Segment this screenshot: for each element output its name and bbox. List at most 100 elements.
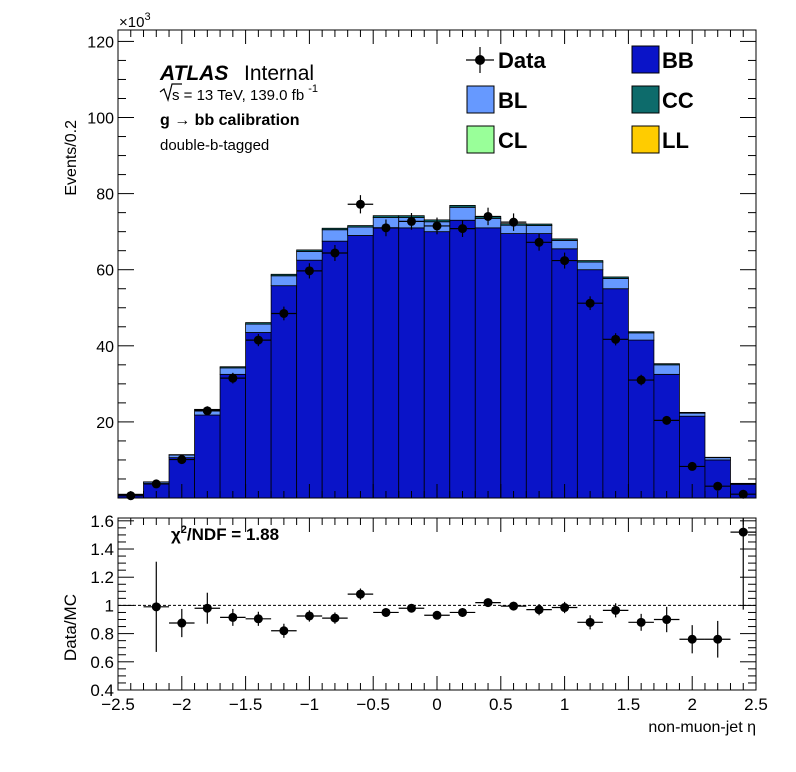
- bar-bl-13: [449, 206, 476, 221]
- x-tick-label: 0.5: [489, 695, 513, 714]
- legend-item-bb: BB: [631, 45, 694, 74]
- atlas-label: ATLAS: [159, 62, 228, 85]
- legend-label-ll: LL: [662, 128, 689, 153]
- bar-bb-20: [628, 339, 655, 499]
- bar-bl-8: [321, 229, 349, 242]
- bar-bb-16: [525, 233, 553, 499]
- ratio-point: [245, 611, 272, 626]
- ratio-point: [373, 607, 399, 617]
- data-point: [220, 372, 246, 384]
- ratio-point: [194, 592, 221, 624]
- bar-bb-14: [474, 227, 502, 499]
- ratio-point: [602, 603, 629, 618]
- bar-bl-7: [296, 251, 323, 261]
- legend-label-cl: CL: [498, 128, 527, 153]
- bar-cc-19: [602, 276, 629, 279]
- y-tick-label: 60: [96, 263, 114, 280]
- bar-cc-4: [219, 366, 247, 369]
- ratio-point: [628, 613, 654, 631]
- ratio-point: [653, 606, 680, 633]
- ratio-axes: 0.4 0.6 0.8 1 1.2 1.4 1.6: [90, 512, 757, 700]
- bar-bb-21: [653, 373, 680, 499]
- ratio-point: [220, 608, 246, 626]
- bar-cc-7: [296, 249, 323, 252]
- internal-label: Internal: [244, 62, 314, 85]
- chi2-label: χ2/NDF = 1.88: [171, 524, 279, 544]
- ratio-y-tick-label: 0.6: [90, 653, 114, 672]
- ratio-y-tick-label: 1.2: [90, 568, 114, 587]
- bar-cc-9: [347, 225, 374, 228]
- bar-bb-3: [194, 414, 221, 499]
- bar-bb-13: [449, 219, 476, 499]
- bar-bl-9: [347, 226, 374, 236]
- ratio-point: [449, 607, 476, 617]
- bar-bb-10: [372, 227, 400, 499]
- data-point: [322, 244, 348, 261]
- data-point: [602, 333, 629, 346]
- bar-cc-5: [245, 322, 272, 325]
- legend-label-data: Data: [498, 48, 546, 73]
- data-point: [194, 406, 221, 416]
- data-point: [398, 213, 425, 230]
- x-tick-label: 2.5: [744, 695, 768, 714]
- bar-bl-5: [245, 323, 272, 333]
- legend-item-ll: LL: [631, 125, 689, 154]
- x-tick-label: 2: [687, 695, 696, 714]
- data-points: [118, 195, 756, 501]
- data-point: [245, 334, 272, 347]
- bar-cc-22: [679, 411, 706, 414]
- ratio-point: [271, 623, 297, 638]
- main-axes: 20 40 60 80 100 120: [87, 30, 757, 498]
- y-multiplier-label: ×103: [119, 11, 151, 31]
- data-point: [704, 481, 731, 491]
- legend-label-cc: CC: [662, 88, 694, 113]
- bar-bl-21: [653, 364, 680, 375]
- y-tick-label: 100: [87, 111, 114, 128]
- legend-label-bl: BL: [498, 88, 527, 113]
- legend-item-cc: CC: [631, 85, 694, 114]
- data-point: [500, 213, 527, 231]
- ratio-point: [577, 615, 603, 630]
- data-point: [475, 207, 501, 226]
- legend-label-bb: BB: [662, 48, 694, 73]
- bar-cc-10: [372, 215, 400, 218]
- ratio-point: [475, 598, 501, 608]
- data-point: [424, 217, 450, 235]
- y-tick-label: 40: [96, 339, 114, 356]
- y-axis-label: Events/0.2: [63, 120, 80, 196]
- legend-data-marker: [475, 55, 485, 65]
- x-tick-label: −2.5: [101, 695, 135, 714]
- bar-cc-21: [653, 363, 680, 366]
- bar-bb-15: [500, 233, 527, 499]
- x-tick-label: −1: [300, 695, 319, 714]
- bar-cc-18: [576, 260, 604, 263]
- legend-item-cl: CL: [466, 125, 527, 154]
- bar-cc-16: [525, 223, 553, 226]
- ratio-y-tick-label: 1: [105, 596, 114, 615]
- bar-bl-17: [551, 240, 578, 250]
- y-tick-label: 120: [87, 34, 114, 51]
- bar-bl-19: [602, 278, 629, 290]
- legend: Data BB BL CC CL LL: [466, 45, 694, 154]
- bar-bb-5: [245, 332, 272, 499]
- ratio-point: [398, 603, 425, 613]
- data-point: [577, 296, 603, 311]
- ratio-y-tick-label: 0.4: [90, 681, 114, 700]
- legend-swatch-cc: [631, 85, 660, 114]
- data-point: [628, 374, 654, 386]
- bar-cc-20: [628, 331, 655, 334]
- bar-cc-6: [270, 273, 298, 277]
- ratio-y-axis-label: Data/MC: [61, 594, 80, 661]
- bar-bl-22: [679, 412, 706, 417]
- bar-bb-19: [602, 288, 629, 499]
- bar-bb-7: [296, 259, 323, 499]
- x-tick-label: 1.5: [617, 695, 641, 714]
- ratio-point: [424, 610, 450, 620]
- ratio-point: [679, 625, 705, 654]
- ratio-point: [704, 620, 731, 658]
- bar-cc-17: [551, 238, 578, 241]
- bar-bb-4: [219, 373, 247, 499]
- ratio-point: [322, 612, 348, 624]
- x-tick-label: −0.5: [356, 695, 390, 714]
